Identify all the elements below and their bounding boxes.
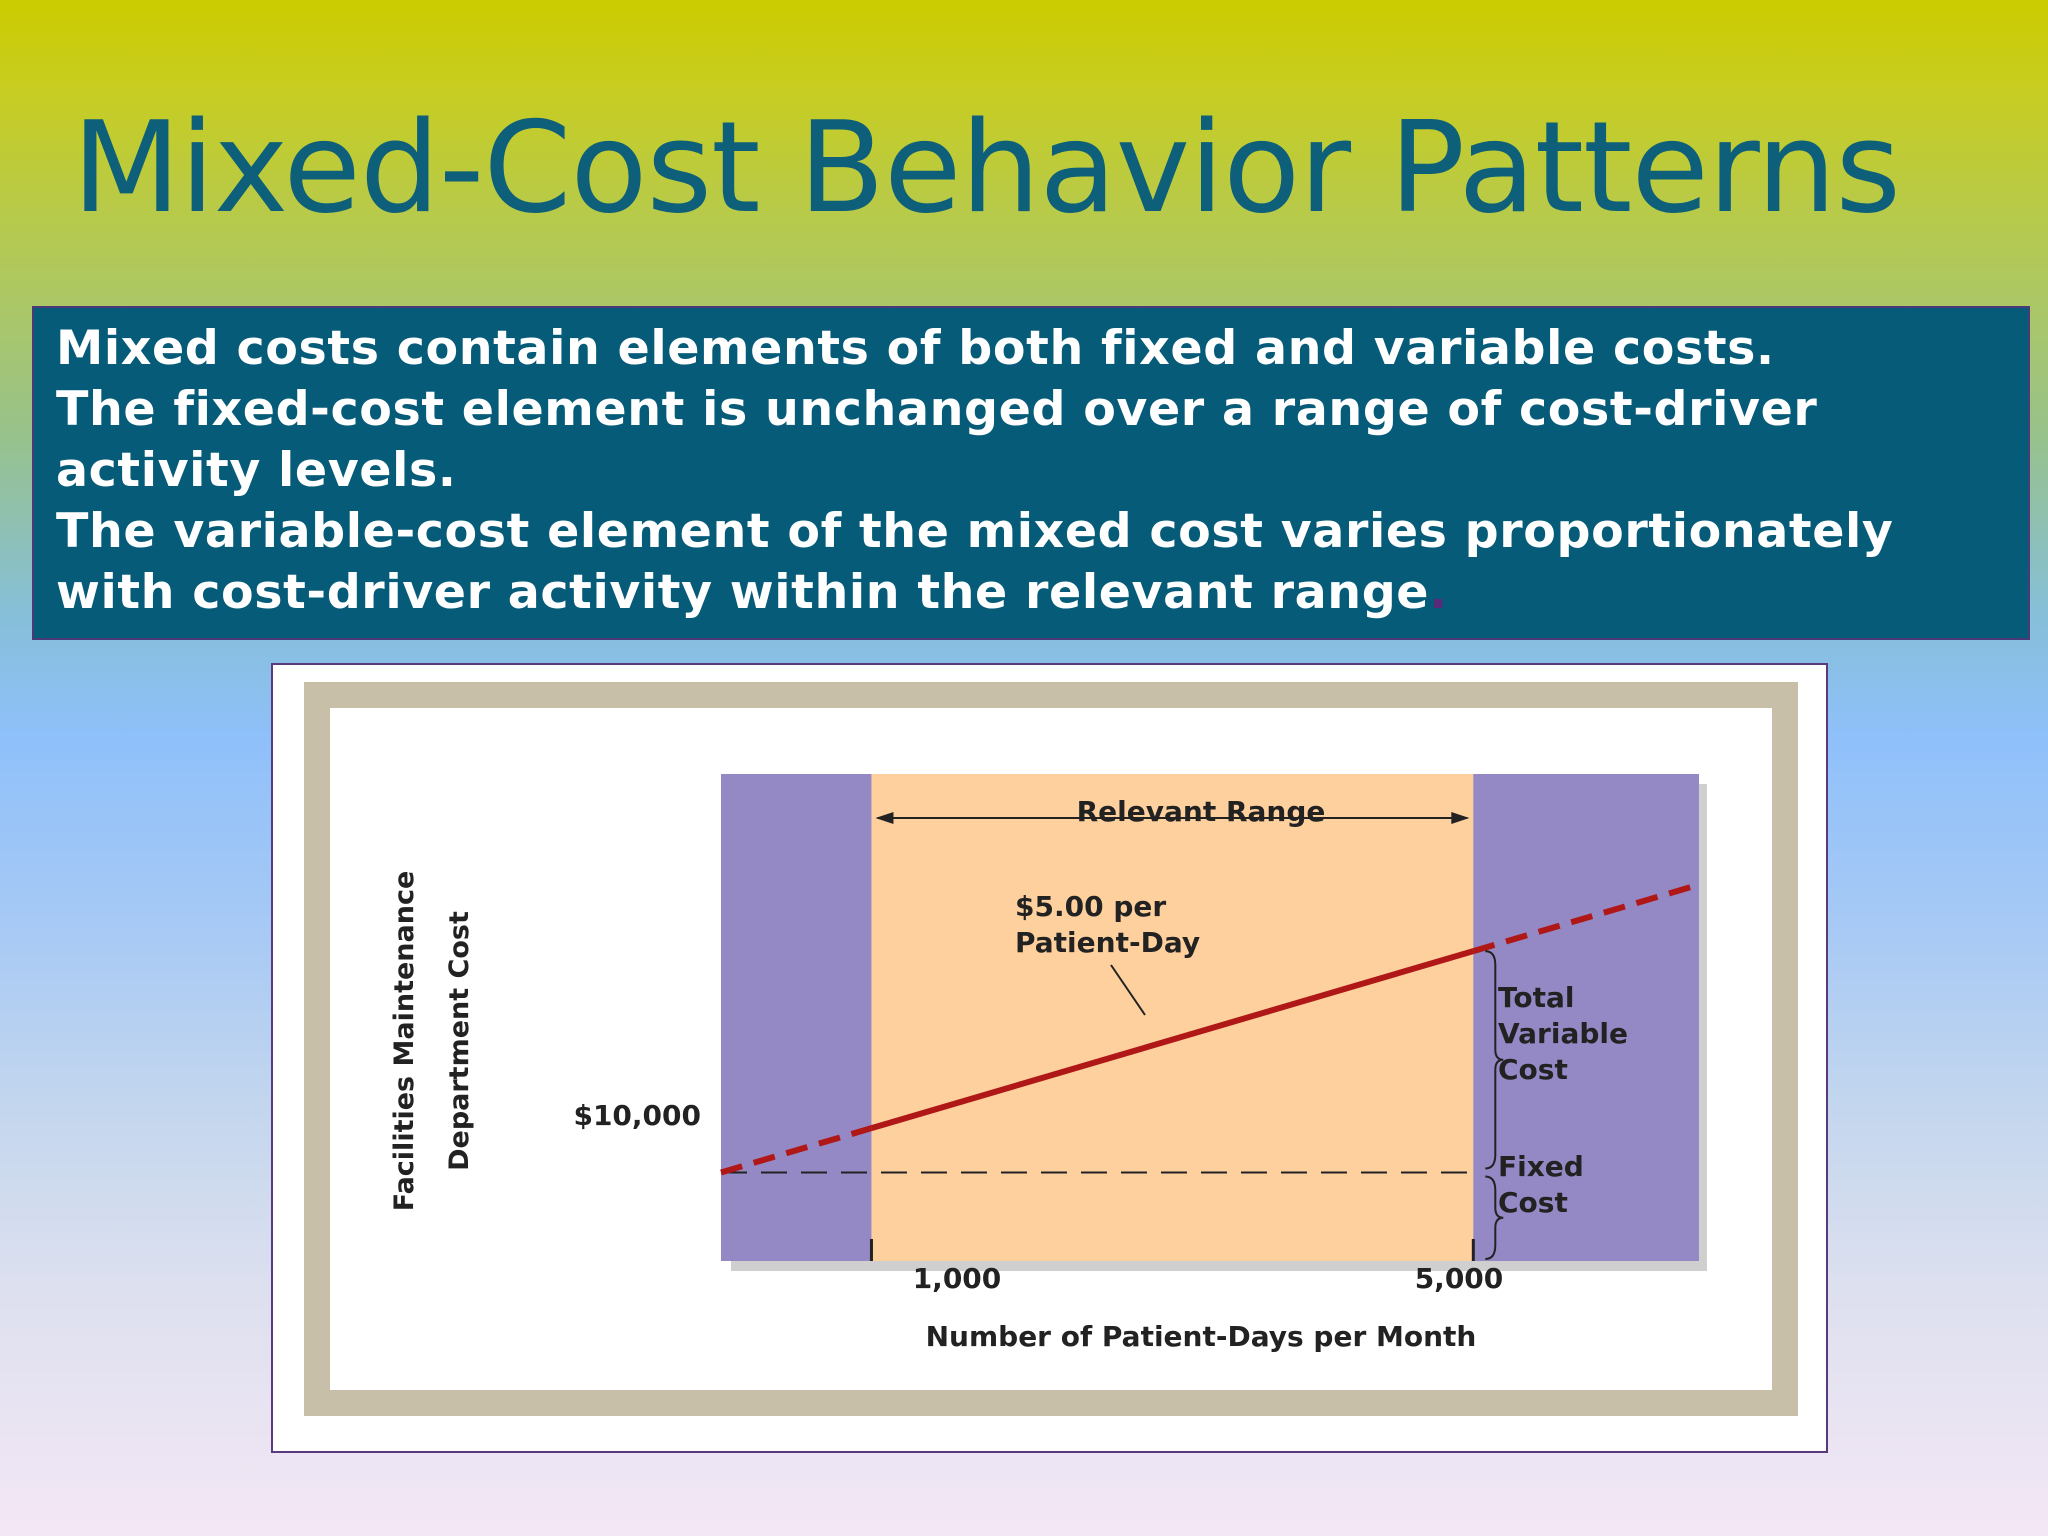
bullet-line: The fixed-cost element is unchanged over… xyxy=(56,382,1818,437)
fixed-cost-label: Fixed xyxy=(1498,1150,1584,1183)
rate-annotation: Patient-Day xyxy=(1015,926,1200,959)
bullet-text: with cost-driver activity within the rel… xyxy=(56,565,1430,620)
variable-cost-label: Cost xyxy=(1498,1053,1568,1086)
arrow-head-left xyxy=(875,812,894,824)
bullet-line: Mixed costs contain elements of both fix… xyxy=(56,321,1775,376)
variable-cost-label: Total xyxy=(1498,981,1575,1014)
y-tick-label: $10,000 xyxy=(573,1099,701,1132)
relevant-range-label: Relevant Range xyxy=(1077,795,1326,828)
fixed-cost-label: Cost xyxy=(1498,1186,1568,1219)
bullet-line: activity levels. xyxy=(56,443,457,498)
y-axis-label: Department Cost xyxy=(444,911,475,1171)
x-axis-label: Number of Patient-Days per Month xyxy=(926,1320,1477,1353)
chart-frame xyxy=(304,682,1798,1416)
chart-figure: Facilities Maintenance Department Cost $… xyxy=(271,663,1828,1453)
cost-line-dashed xyxy=(1472,881,1700,954)
relevant-range-region xyxy=(871,774,1474,1261)
x-tick-label: 1,000 xyxy=(913,1262,1002,1295)
rate-annotation: $5.00 per xyxy=(1015,890,1166,923)
cost-line-solid xyxy=(870,948,1475,1132)
bullet-line: The variable-cost element of the mixed c… xyxy=(56,504,1894,559)
variable-cost-label: Variable xyxy=(1498,1017,1628,1050)
mixed-cost-chart: Facilities Maintenance Department Cost $… xyxy=(304,682,1798,1416)
bullet-period: . xyxy=(1429,565,1448,620)
slide-title: Mixed-Cost Behavior Patterns xyxy=(72,94,1901,241)
plot-area xyxy=(720,774,1700,1261)
bullet-box: Mixed costs contain elements of both fix… xyxy=(32,306,2030,640)
bullet-line: with cost-driver activity within the rel… xyxy=(56,562,2006,623)
x-tick-label: 5,000 xyxy=(1415,1262,1504,1295)
rate-leader-line xyxy=(1110,964,1146,1016)
cost-line-dashed xyxy=(720,1125,873,1176)
arrow-head-right xyxy=(1451,812,1470,824)
y-axis-label: Facilities Maintenance xyxy=(389,871,420,1212)
